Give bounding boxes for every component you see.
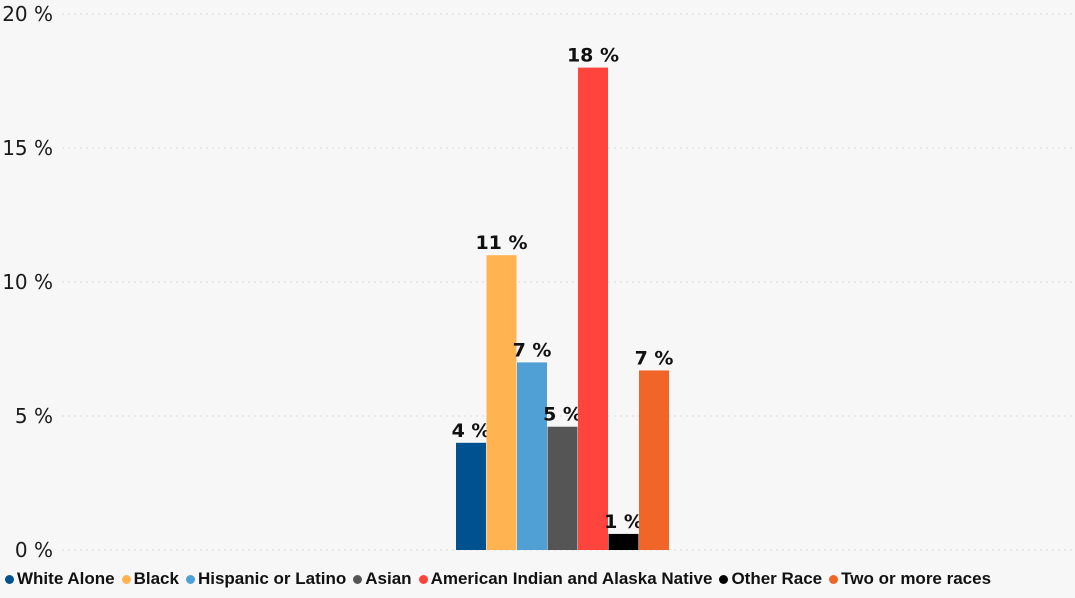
y-tick-label: 5 % [15,404,53,428]
legend-item[interactable]: Two or more races [829,569,991,589]
legend-marker-icon [185,574,195,584]
chart-legend: White Alone Black Hispanic or Latino Asian A… [5,569,998,589]
data-label: 7 % [513,339,552,361]
legend-item[interactable]: Asian [353,569,412,589]
bar-two-or-more-races[interactable] [639,370,669,550]
data-label: 4 % [452,420,491,442]
bar-white-alone[interactable] [456,442,486,550]
data-label: 1 % [604,511,643,533]
legend-marker-icon [5,574,14,584]
data-label: 7 % [635,347,674,369]
legend-item[interactable]: Other Race [719,569,822,589]
legend-label: Other Race [731,569,823,588]
legend-marker-icon [719,574,729,584]
legend-marker-icon [418,574,428,584]
bar-american-indian-and-alaska-native[interactable] [578,67,608,550]
legend-label: Two or more races [841,569,992,588]
legend-item[interactable]: American Indian and Alaska Native [418,569,713,589]
data-label: 11 % [475,232,527,254]
data-label: 5 % [543,404,582,426]
legend-label: American Indian and Alaska Native [430,569,713,588]
bar-hispanic-or-latino[interactable] [517,362,547,550]
legend-item[interactable]: Black [121,569,179,589]
bar-other-race[interactable] [608,533,639,550]
y-tick-label: 20 % [2,2,53,26]
legend-label: White Alone [17,569,115,588]
y-tick-label: 15 % [2,136,53,160]
data-label: 18 % [567,45,619,67]
legend-label: Black [133,569,179,588]
legend-label: Hispanic or Latino [197,569,347,588]
legend-marker-icon [353,574,363,584]
bar-chart: 0 % 5 % 10 % 15 % 20 % 4 % 11 % 7 % 5 % 18 % 1 % 7 … [2,2,1072,562]
bar-asian[interactable] [547,426,578,550]
legend-marker-icon [121,574,131,584]
legend-item[interactable]: White Alone [5,569,115,589]
y-tick-label: 10 % [2,270,53,294]
legend-marker-icon [829,574,839,584]
legend-label: Asian [365,569,412,588]
legend-item[interactable]: Hispanic or Latino [185,569,347,589]
y-tick-label: 0 % [15,538,53,562]
bar-black[interactable] [486,255,517,550]
